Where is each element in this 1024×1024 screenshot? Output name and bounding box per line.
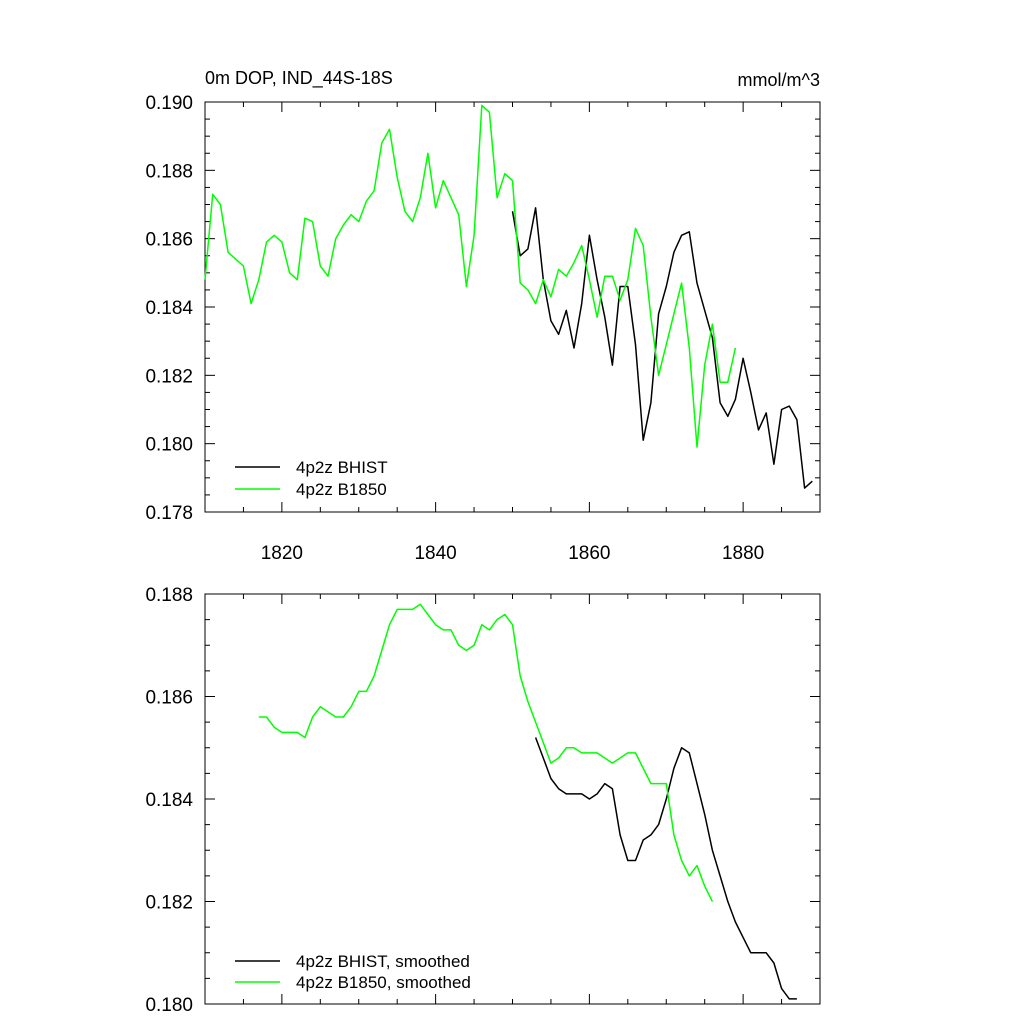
top-series-line-b1850 <box>204 104 737 448</box>
bottom-y-tick-label: 0.186 <box>145 688 193 709</box>
bottom-y-tick-label: 0.182 <box>145 893 193 914</box>
bottom-series-line-bhist <box>534 737 797 1000</box>
top-y-tick-label: 0.182 <box>145 366 193 387</box>
bottom-series-group <box>258 603 797 1000</box>
bottom-y-axis: 0.180 0.182 0.184 0.186 0.188 <box>145 585 820 1016</box>
top-legend-label-bhist: 4p2z BHIST <box>296 458 388 477</box>
top-y-tick-label: 0.190 <box>145 93 193 114</box>
top-y-tick-label: 0.184 <box>145 298 193 319</box>
top-legend-label-b1850: 4p2z B1850 <box>296 480 387 499</box>
top-y-axis: 0.178 0.180 0.182 0.184 0.186 0.188 0.190 <box>145 93 820 524</box>
bottom-plot-frame <box>204 593 821 1005</box>
bottom-legend-label-b1850: 4p2z B1850, smoothed <box>296 973 471 992</box>
bottom-legend: 4p2z BHIST, smoothed 4p2z B1850, smoothe… <box>235 952 471 992</box>
bottom-y-tick-label: 0.184 <box>145 790 193 811</box>
top-legend: 4p2z BHIST 4p2z B1850 <box>235 458 388 499</box>
top-x-tick-label: 1880 <box>722 543 764 564</box>
bottom-y-tick-label: 0.188 <box>145 585 193 606</box>
top-panel-title: 0m DOP, IND_44S-18S <box>205 68 393 89</box>
top-x-axis: 1820 1840 1860 1880 <box>204 102 821 564</box>
bottom-legend-label-bhist: 4p2z BHIST, smoothed <box>296 952 470 971</box>
top-panel-units: mmol/m^3 <box>738 70 820 90</box>
bottom-series-line-b1850 <box>258 603 714 902</box>
top-y-tick-label: 0.178 <box>145 503 193 524</box>
bottom-y-tick-label: 0.180 <box>145 995 193 1016</box>
top-x-tick-label: 1860 <box>568 543 610 564</box>
top-series-line-bhist <box>511 207 813 489</box>
top-series-group <box>204 104 813 489</box>
top-panel: 0m DOP, IND_44S-18S mmol/m^3 0.1780.1800… <box>145 68 821 564</box>
top-x-tick-label: 1820 <box>261 543 303 564</box>
top-y-tick-label: 0.188 <box>145 161 193 182</box>
top-plot-frame <box>204 101 821 513</box>
bottom-panel: 0.180 0.182 0.184 0.186 0.188 4p2z BHIST, sm… <box>145 585 821 1016</box>
top-y-tick-label: 0.180 <box>145 435 193 456</box>
top-y-tick-label: 0.186 <box>145 230 193 251</box>
bottom-x-axis <box>204 594 821 1004</box>
top-x-tick-label: 1840 <box>414 543 456 564</box>
